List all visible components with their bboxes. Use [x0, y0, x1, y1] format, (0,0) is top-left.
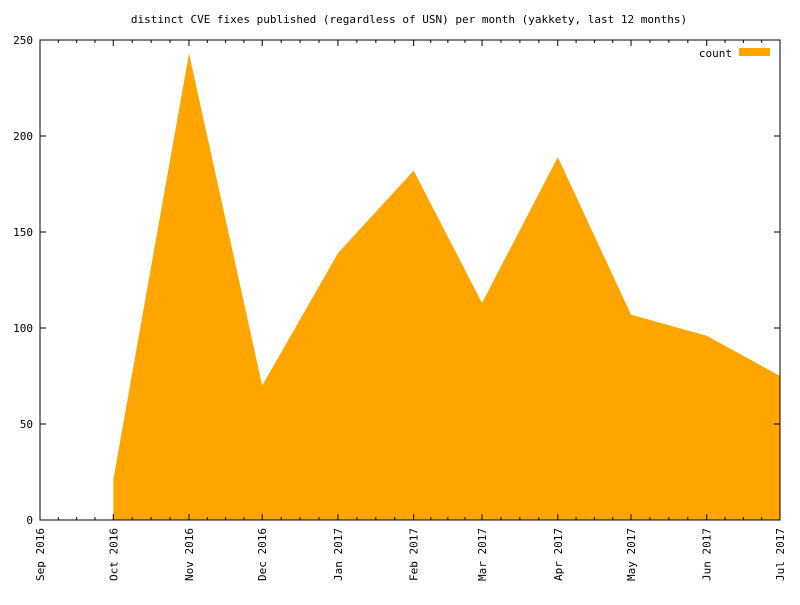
y-tick-label: 250 — [13, 34, 33, 47]
y-tick-label: 150 — [13, 226, 33, 239]
y-tick-label: 100 — [13, 322, 33, 335]
area-series-count — [113, 53, 780, 520]
x-tick-label: Sep 2016 — [34, 528, 47, 581]
x-tick-label: Jun 2017 — [701, 528, 714, 581]
chart-title: distinct CVE fixes published (regardless… — [131, 13, 687, 26]
x-tick-label: Feb 2017 — [408, 528, 421, 581]
x-tick-label: Oct 2016 — [107, 528, 120, 581]
area-layer — [113, 53, 780, 520]
y-tick-label: 50 — [20, 418, 33, 431]
legend-label: count — [699, 47, 732, 60]
x-tick-label: Jan 2017 — [332, 528, 345, 581]
x-tick-label: Mar 2017 — [476, 528, 489, 581]
y-tick-label: 0 — [26, 514, 33, 527]
x-tick-label: Jul 2017 — [774, 528, 787, 581]
legend: count — [699, 47, 770, 60]
x-tick-label: Nov 2016 — [183, 528, 196, 581]
x-tick-label: Dec 2016 — [256, 528, 269, 581]
y-tick-label: 200 — [13, 130, 33, 143]
x-tick-label: May 2017 — [625, 528, 638, 581]
legend-swatch — [739, 48, 770, 56]
x-tick-label: Apr 2017 — [552, 528, 565, 581]
